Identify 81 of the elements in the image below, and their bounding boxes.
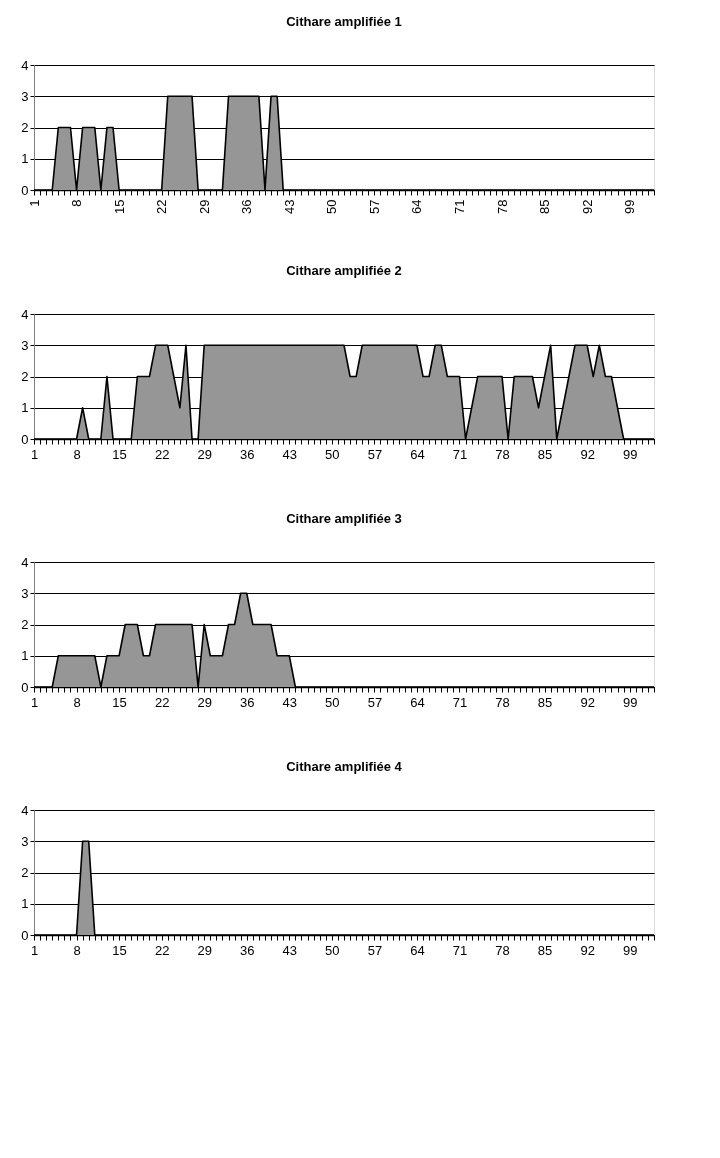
- x-tick-label: 71: [452, 942, 468, 958]
- y-tick-label: 2: [21, 120, 29, 135]
- x-tick-label: 50: [325, 694, 340, 710]
- x-tick-label: 1: [26, 199, 42, 207]
- x-tick-label: 43: [282, 446, 298, 462]
- y-tick-label: 2: [21, 617, 29, 632]
- x-tick-label: 29: [197, 446, 212, 462]
- x-tick-label: 92: [580, 694, 595, 710]
- x-tick-label: 64: [410, 942, 425, 958]
- y-tick-label: 0: [21, 927, 29, 943]
- x-tick-label: 8: [69, 199, 85, 207]
- y-tick-label: 1: [21, 151, 29, 167]
- x-tick-label: 50: [325, 446, 340, 462]
- x-tick-label: 99: [622, 446, 638, 462]
- x-tick-label: 78: [495, 694, 510, 710]
- chart-title: Cithare amplifiée 4: [286, 759, 403, 774]
- chart-title: Cithare amplifiée 3: [286, 511, 402, 526]
- x-tick-label: 92: [580, 942, 595, 958]
- x-tick-label: 50: [324, 199, 340, 214]
- x-tick-label: 22: [154, 694, 170, 710]
- x-tick-label: 57: [366, 199, 382, 214]
- x-tick-label: 43: [282, 694, 298, 710]
- x-tick-label: 85: [537, 199, 553, 214]
- x-tick-label: 15: [112, 694, 127, 710]
- x-tick-label: 99: [622, 694, 638, 710]
- x-tick-label: 22: [154, 199, 170, 214]
- y-tick-label: 3: [21, 88, 29, 104]
- x-tick-label: 85: [537, 694, 553, 710]
- x-tick-label: 64: [410, 446, 425, 462]
- x-tick-label: 15: [112, 446, 127, 462]
- x-tick-label: 71: [452, 446, 468, 462]
- x-tick-label: 29: [197, 942, 212, 958]
- chart-title: Cithare amplifiée 2: [286, 263, 402, 278]
- y-tick-label: 1: [21, 648, 29, 664]
- y-tick-label: 3: [21, 337, 29, 353]
- y-tick-label: 2: [21, 865, 29, 880]
- x-tick-label: 71: [451, 199, 467, 214]
- y-tick-label: 3: [21, 833, 29, 849]
- y-tick-label: 1: [21, 896, 29, 912]
- x-tick-label: 29: [196, 199, 212, 214]
- x-tick-label: 78: [494, 199, 510, 214]
- x-tick-label: 15: [112, 942, 127, 958]
- y-tick-label: 0: [21, 679, 29, 695]
- x-tick-label: 36: [240, 694, 255, 710]
- x-tick-label: 85: [537, 446, 553, 462]
- x-tick-label: 71: [452, 694, 468, 710]
- x-tick-label: 36: [240, 446, 255, 462]
- y-tick-label: 2: [21, 369, 29, 384]
- x-tick-label: 99: [622, 199, 638, 214]
- y-tick-label: 4: [21, 306, 29, 322]
- x-tick-label: 43: [282, 942, 298, 958]
- x-tick-label: 64: [410, 694, 425, 710]
- x-tick-label: 36: [239, 199, 255, 214]
- y-tick-label: 0: [21, 431, 29, 447]
- x-tick-label: 22: [154, 942, 170, 958]
- x-tick-label: 78: [495, 446, 510, 462]
- y-tick-label: 4: [21, 802, 29, 818]
- x-tick-label: 92: [579, 199, 595, 214]
- x-tick-label: 43: [281, 199, 297, 214]
- y-tick-label: 4: [21, 57, 29, 73]
- y-tick-label: 3: [21, 585, 29, 601]
- chart-title: Cithare amplifiée 1: [286, 14, 402, 29]
- x-tick-label: 78: [495, 942, 510, 958]
- x-tick-label: 22: [154, 446, 170, 462]
- x-tick-label: 57: [367, 446, 383, 462]
- x-tick-label: 50: [325, 942, 340, 958]
- x-tick-label: 57: [367, 694, 383, 710]
- y-tick-label: 4: [21, 554, 29, 570]
- x-tick-label: 8: [73, 942, 81, 958]
- x-tick-label: 8: [73, 446, 81, 462]
- x-tick-label: 57: [367, 942, 383, 958]
- x-tick-label: 64: [409, 199, 425, 214]
- y-tick-label: 0: [21, 182, 29, 198]
- x-tick-label: 85: [537, 942, 553, 958]
- x-tick-label: 36: [240, 942, 255, 958]
- x-tick-label: 92: [580, 446, 595, 462]
- x-tick-label: 15: [111, 199, 127, 214]
- x-tick-label: 99: [622, 942, 638, 958]
- x-tick-label: 29: [197, 694, 212, 710]
- x-tick-label: 8: [73, 694, 81, 710]
- y-tick-label: 1: [21, 400, 29, 416]
